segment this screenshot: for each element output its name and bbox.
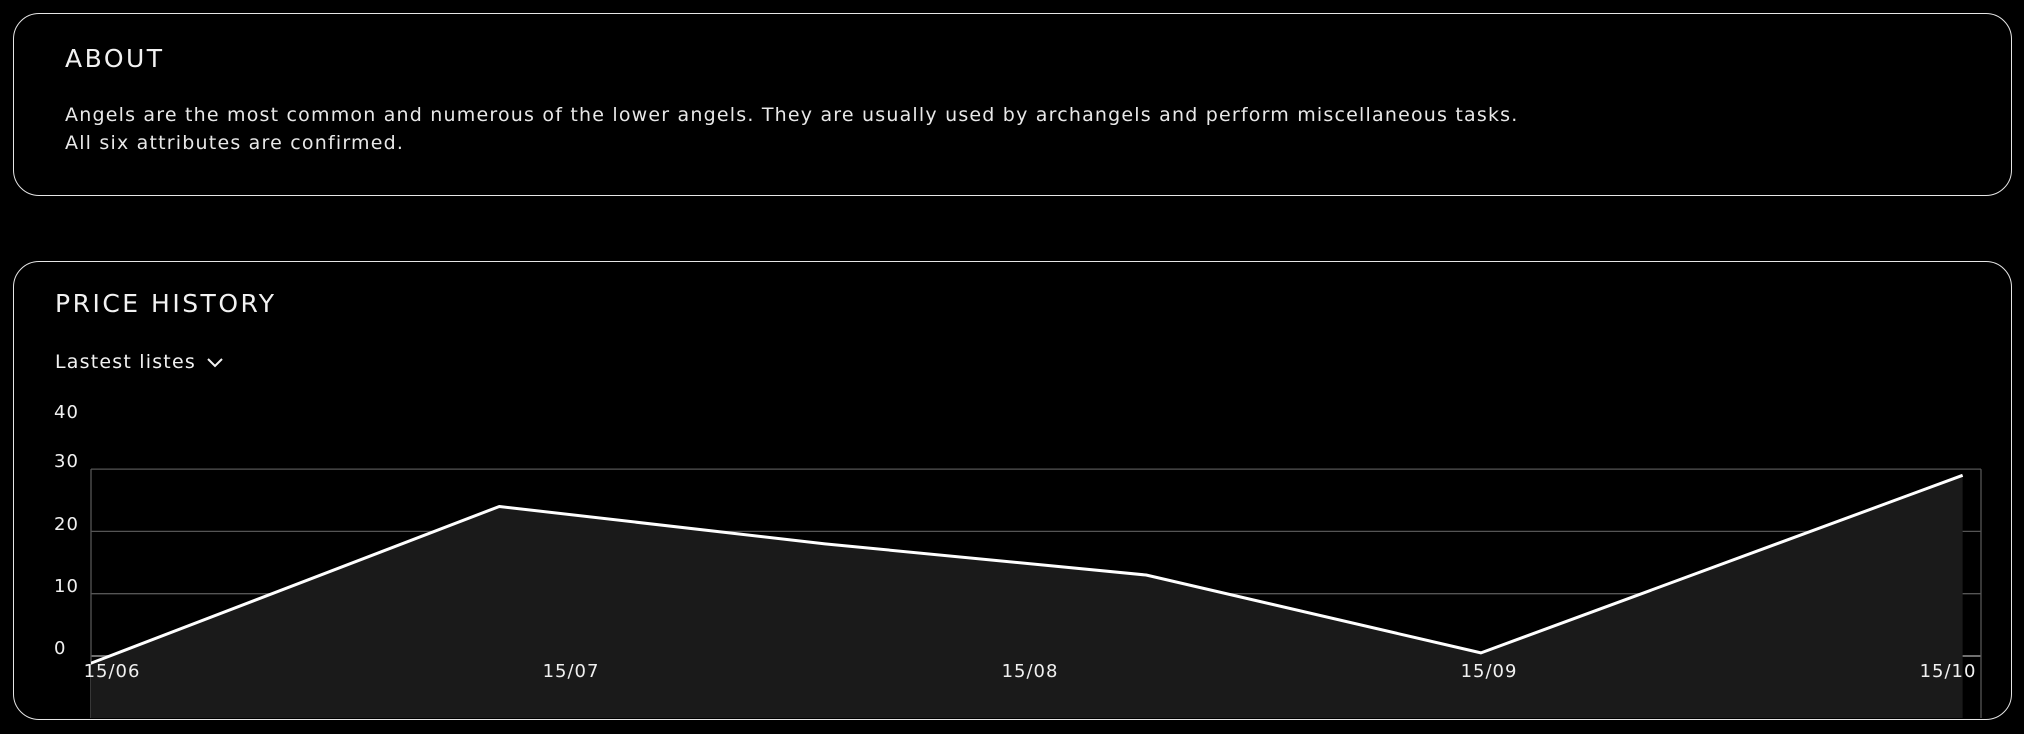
y-tick-label: 30 <box>54 451 79 472</box>
about-description: Angels are the most common and numerous … <box>65 104 1519 126</box>
x-tick-label: 15/06 <box>84 661 141 682</box>
x-tick-label: 15/09 <box>1461 661 1518 682</box>
about-attributes-note: All six attributes are confirmed. <box>65 132 405 154</box>
x-tick-label: 15/08 <box>1002 661 1059 682</box>
y-tick-label: 0 <box>54 638 66 659</box>
y-tick-label: 40 <box>54 402 79 423</box>
x-tick-label: 15/07 <box>543 661 600 682</box>
price-line <box>91 473 1964 665</box>
about-title: ABOUT <box>65 44 165 73</box>
price-history-title: PRICE HISTORY <box>55 289 277 318</box>
x-tick-label: 15/10 <box>1920 661 1977 682</box>
listing-filter-label: Lastest listes <box>55 351 196 373</box>
y-tick-label: 10 <box>54 576 79 597</box>
chevron-down-icon <box>207 358 223 368</box>
price-area <box>91 475 1963 718</box>
price-history-panel: PRICE HISTORY Lastest listes <box>13 261 2012 720</box>
about-panel: ABOUT Angels are the most common and num… <box>13 13 2012 196</box>
y-tick-label: 20 <box>54 514 79 535</box>
listing-filter-dropdown[interactable]: Lastest listes <box>55 351 224 373</box>
